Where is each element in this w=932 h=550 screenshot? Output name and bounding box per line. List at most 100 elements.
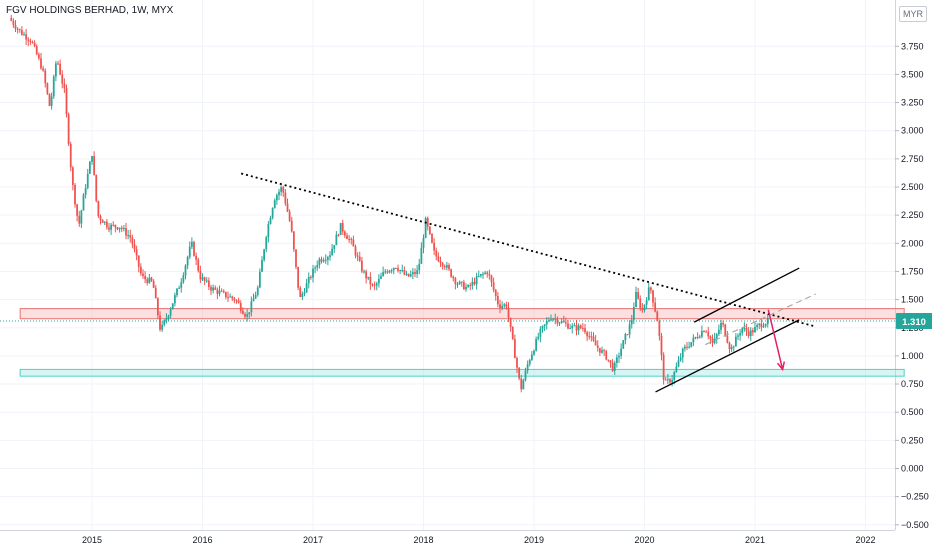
candle-up [103, 221, 106, 223]
candle-down [562, 321, 565, 323]
candle-up [335, 234, 338, 246]
candle-down [369, 276, 372, 285]
candle-up [643, 304, 646, 311]
candle-down [441, 263, 444, 267]
candle-down [486, 272, 489, 275]
candle-up [273, 200, 276, 209]
candle-up [333, 245, 336, 249]
candle-up [409, 274, 412, 277]
candle-up [628, 324, 631, 335]
currency-badge[interactable]: MYR [899, 6, 927, 22]
candle-down [146, 279, 149, 283]
candle-up [632, 306, 635, 320]
candle-up [533, 350, 535, 355]
candle-up [503, 304, 506, 306]
candle-down [76, 204, 79, 216]
candle-up [188, 246, 191, 257]
candle-down [724, 324, 727, 336]
candle-up [754, 327, 756, 333]
candle-up [501, 305, 504, 308]
candle-up [764, 324, 767, 327]
candle-up [530, 354, 533, 361]
candle-down [286, 203, 289, 212]
candle-up [458, 281, 461, 285]
candle-up [700, 331, 703, 337]
candle-down [751, 330, 754, 333]
candle-down [469, 285, 472, 287]
candle-down [452, 276, 455, 279]
candle-down [652, 290, 654, 303]
candle-down [492, 282, 495, 290]
candle-up [148, 277, 151, 283]
candle-up [692, 337, 695, 343]
candle-up [258, 271, 261, 288]
candle-down [407, 273, 410, 277]
candle-up [312, 268, 314, 278]
candle-down [594, 340, 597, 346]
y-tick-label: 0.000 [901, 464, 924, 474]
candle-down [114, 224, 117, 228]
candle-up [280, 187, 283, 192]
candle-up [554, 318, 557, 320]
candle-down [649, 287, 652, 291]
candle-down [496, 295, 499, 305]
candle-up [180, 282, 183, 288]
candle-down [431, 233, 433, 243]
candle-down [227, 297, 229, 299]
candle-down [433, 242, 436, 251]
candle-up [675, 366, 678, 373]
candle-up [573, 325, 576, 327]
candle-down [93, 156, 96, 175]
candle-down [112, 224, 115, 226]
candle-up [717, 329, 720, 335]
candle-up [475, 276, 478, 285]
price-axis-panel [895, 0, 932, 550]
candle-down [609, 360, 612, 363]
candle-up [477, 275, 480, 277]
candle-down [65, 88, 68, 115]
candle-up [267, 224, 270, 238]
candle-down [386, 271, 389, 273]
candle-up [316, 265, 319, 268]
candle-up [698, 336, 701, 338]
candle-down [210, 286, 212, 291]
candle-up [535, 338, 538, 351]
candle-down [598, 347, 601, 353]
channel-line [693, 267, 800, 323]
candle-down [518, 367, 521, 379]
candle-down [556, 318, 559, 324]
y-tick-label: −0.500 [901, 520, 929, 530]
candle-up [201, 277, 204, 280]
candle-down [203, 277, 206, 281]
x-tick-label: 2019 [524, 535, 544, 545]
candle-down [61, 74, 64, 84]
candle-up [673, 372, 676, 381]
candle-up [399, 270, 402, 272]
candle-up [324, 259, 327, 261]
candle-up [50, 96, 53, 106]
candle-up [331, 248, 334, 256]
candle-down [69, 143, 72, 168]
candle-up [756, 325, 759, 328]
candle-up [720, 322, 722, 330]
candle-down [460, 281, 463, 283]
candle-down [154, 287, 157, 299]
candle-up [618, 355, 620, 358]
candle-up [118, 227, 121, 230]
candle-down [95, 174, 98, 201]
candle-up [318, 259, 321, 266]
candle-up [613, 362, 616, 371]
y-tick-label: 1.500 [901, 295, 924, 305]
candle-down [596, 345, 599, 348]
candle-down [394, 267, 397, 269]
candle-down [135, 249, 138, 256]
candle-down [33, 42, 36, 47]
candle-down [199, 270, 202, 280]
candle-up [127, 235, 130, 237]
candle-down [299, 287, 302, 297]
candle-down [16, 28, 19, 30]
candle-down [354, 246, 357, 256]
candle-down [42, 68, 45, 71]
candle-up [552, 318, 555, 320]
